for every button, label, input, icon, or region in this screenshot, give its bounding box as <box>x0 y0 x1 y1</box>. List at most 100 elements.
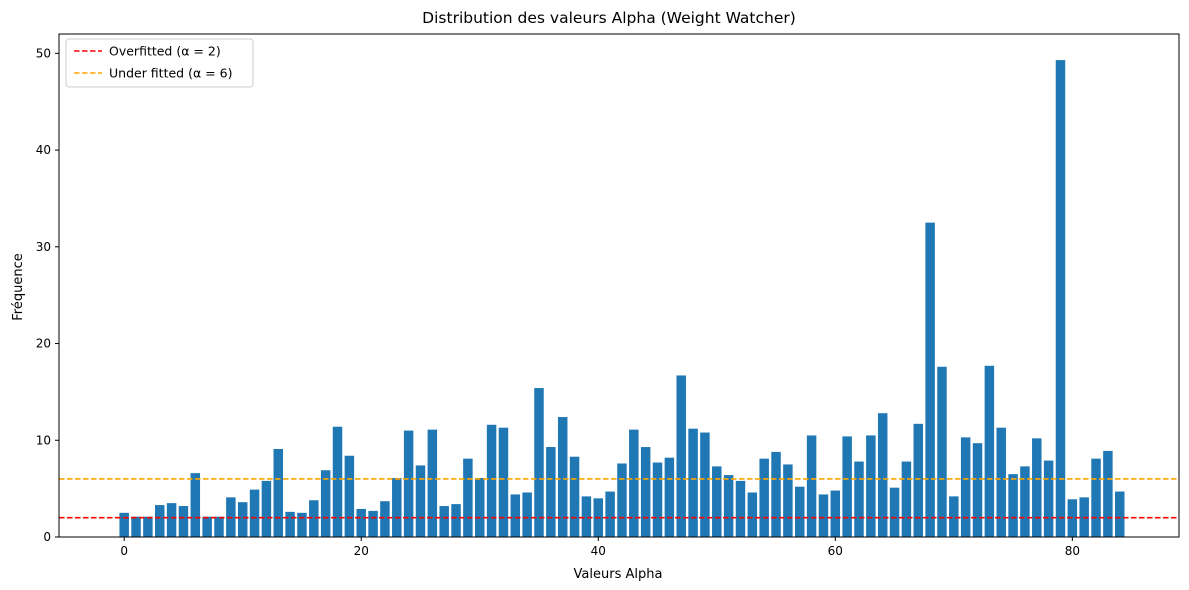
bar <box>237 502 248 537</box>
y-axis-label: Fréquence <box>11 253 26 320</box>
bar <box>1020 466 1030 537</box>
bar <box>629 429 639 537</box>
plot-frame <box>58 33 1180 538</box>
bar <box>996 427 1006 537</box>
bar <box>119 512 129 537</box>
bar <box>1043 460 1054 537</box>
x-tick-label: 0 <box>120 544 128 558</box>
bar <box>913 423 923 537</box>
bar <box>249 489 260 537</box>
bar <box>546 447 556 537</box>
legend-label-overfitted: Overfitted (α = 2) <box>109 44 221 59</box>
bar <box>664 457 675 537</box>
y-tick-label: 10 <box>36 433 51 447</box>
bar <box>166 503 177 537</box>
bar <box>569 456 580 537</box>
bar <box>332 426 343 537</box>
bar <box>320 470 331 537</box>
y-tick-label: 40 <box>36 143 51 157</box>
bar <box>688 428 698 537</box>
x-tick-label: 80 <box>1065 544 1080 558</box>
bar <box>510 494 521 537</box>
bar <box>960 437 971 537</box>
bar <box>723 475 734 537</box>
bar <box>712 466 722 537</box>
bar <box>818 494 829 537</box>
bar <box>273 448 283 537</box>
bar <box>854 461 864 537</box>
bar <box>605 491 615 537</box>
bar <box>498 427 509 537</box>
bar <box>676 375 686 537</box>
bar <box>735 480 746 537</box>
bar <box>403 430 414 537</box>
x-axis-label: Valeurs Alpha <box>574 567 663 582</box>
bar <box>640 447 651 537</box>
bar <box>795 486 805 537</box>
bar <box>155 505 165 537</box>
bar <box>1091 458 1101 537</box>
bar <box>581 496 592 537</box>
legend-label-underfitted: Under fitted (α = 6) <box>109 66 232 81</box>
bar <box>522 492 532 537</box>
bar <box>309 500 319 537</box>
bar <box>344 455 355 537</box>
bar <box>415 465 426 537</box>
bar <box>427 429 438 537</box>
bar <box>877 413 888 537</box>
bar <box>1008 474 1018 537</box>
bar <box>700 432 710 537</box>
bar <box>143 516 153 537</box>
bar <box>261 480 272 537</box>
bar <box>131 516 141 537</box>
bar <box>806 435 817 537</box>
y-tick-label: 50 <box>36 46 51 60</box>
bar <box>842 436 852 537</box>
bar <box>1055 60 1066 537</box>
bar <box>463 458 473 537</box>
bar <box>1103 450 1113 537</box>
legend-box <box>65 38 254 88</box>
bar <box>380 501 390 537</box>
bar <box>475 477 485 537</box>
y-tick-label: 20 <box>36 337 51 351</box>
bar <box>1115 491 1125 537</box>
bar <box>747 492 758 537</box>
plot-area: 0 20 40 60 80 0 10 20 30 40 50 <box>36 46 1179 558</box>
bar <box>937 366 947 537</box>
bar <box>534 388 544 537</box>
bar <box>392 477 402 537</box>
bar <box>439 506 449 537</box>
bar <box>949 496 959 537</box>
chart-title: Distribution des valeurs Alpha (Weight W… <box>422 9 796 27</box>
bar <box>190 473 201 537</box>
bar <box>759 458 769 537</box>
bar <box>285 511 295 537</box>
bar <box>356 508 366 537</box>
bar <box>972 443 983 537</box>
bar <box>866 435 876 537</box>
x-tick-label: 20 <box>354 544 369 558</box>
bar <box>1032 438 1042 537</box>
bar <box>889 487 900 537</box>
bar <box>771 451 781 537</box>
x-tick-label: 40 <box>591 544 606 558</box>
bar <box>214 516 224 537</box>
legend: Overfitted (α = 2) Under fitted (α = 6) <box>65 38 254 88</box>
bar <box>783 464 793 537</box>
y-tick-label: 0 <box>43 530 51 544</box>
bar <box>178 506 189 537</box>
bar <box>202 516 212 537</box>
bar <box>830 490 841 537</box>
bar <box>297 512 307 537</box>
bar <box>486 424 497 537</box>
bar <box>451 504 461 537</box>
bar <box>984 365 995 537</box>
x-tick-label: 60 <box>828 544 843 558</box>
bar <box>368 510 378 537</box>
bar <box>557 417 568 537</box>
bar <box>925 222 935 537</box>
bar <box>617 463 627 537</box>
y-tick-label: 30 <box>36 240 51 254</box>
